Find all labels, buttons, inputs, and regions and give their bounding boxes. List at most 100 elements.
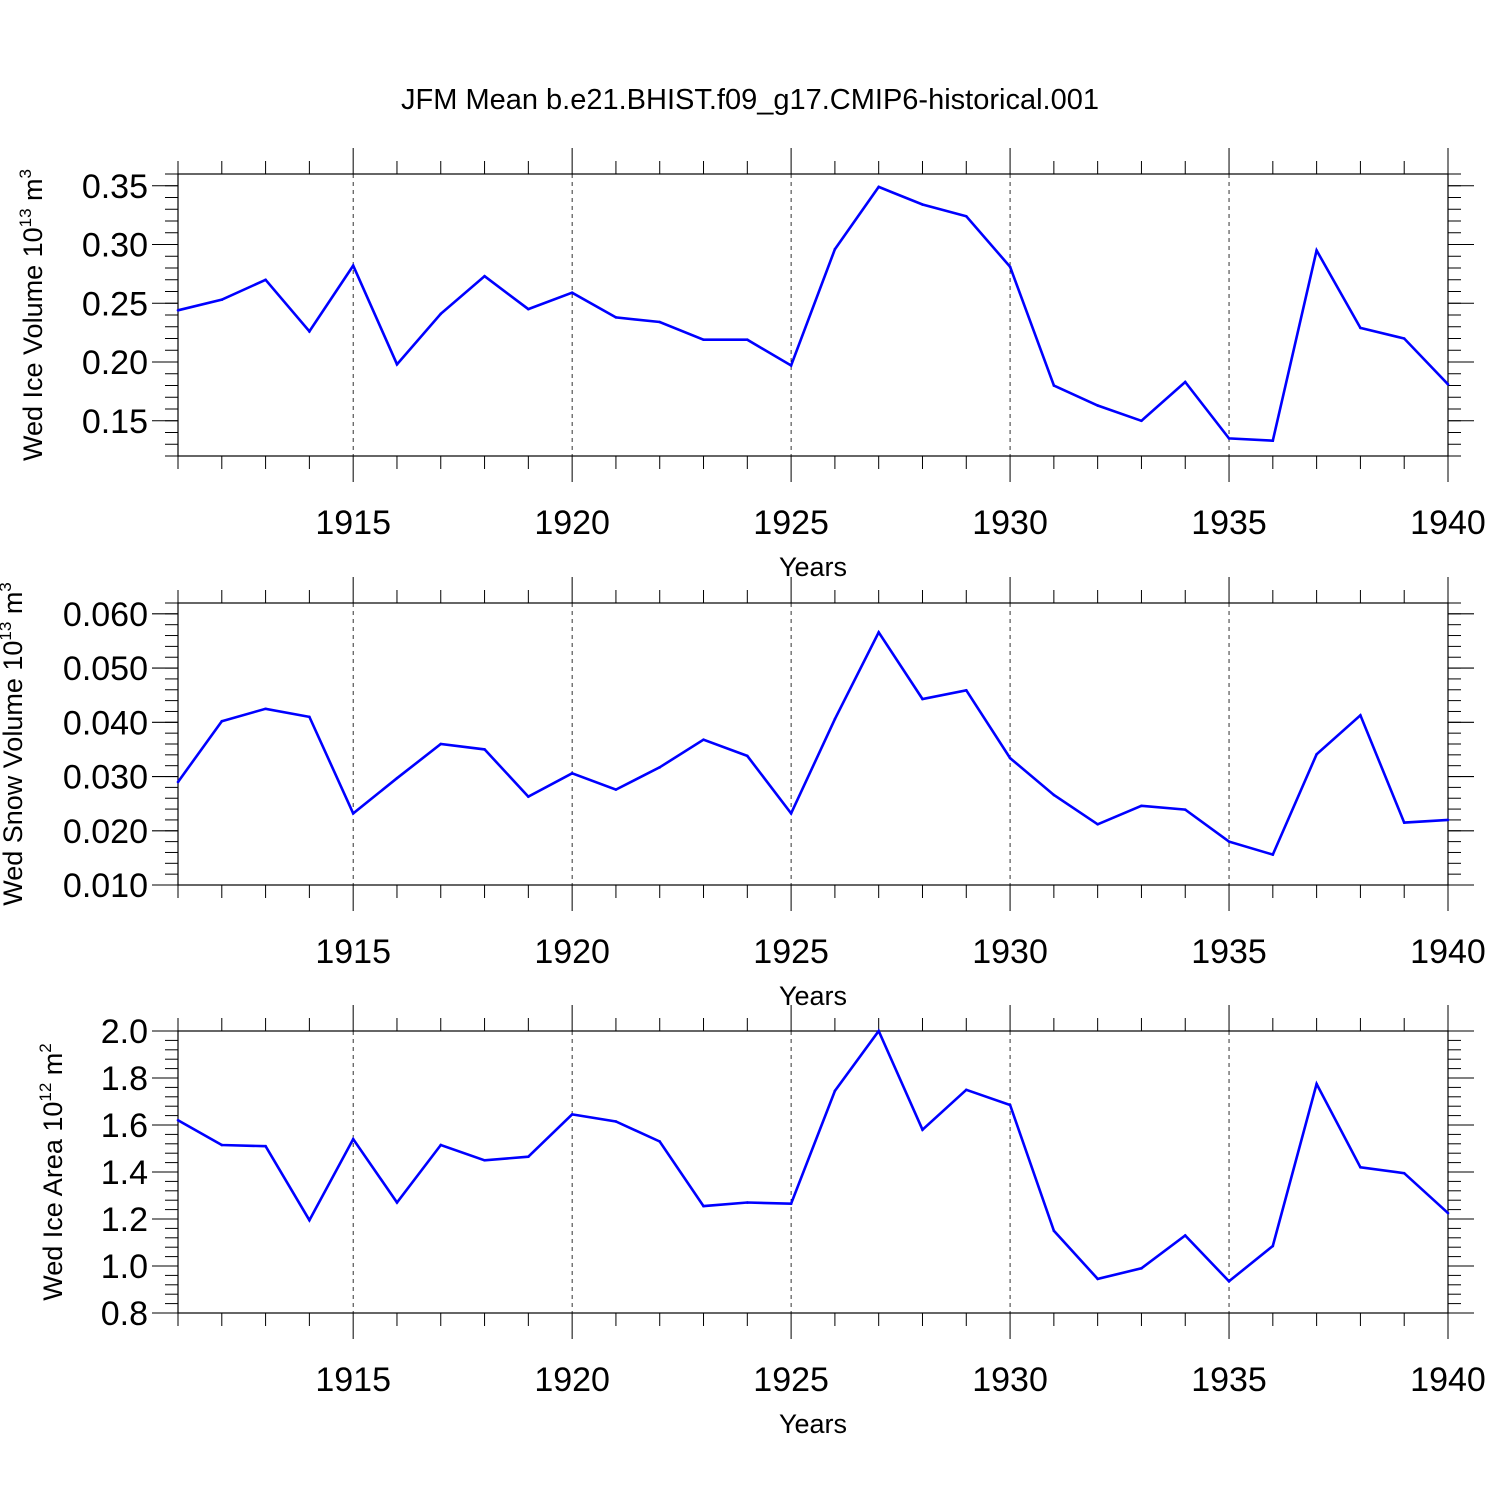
data-point bbox=[1315, 753, 1318, 756]
y-axis-label-unit: m bbox=[0, 592, 28, 622]
y-axis-label-unit-exponent: 3 bbox=[0, 582, 15, 591]
data-point bbox=[1446, 383, 1450, 386]
y-axis-label-exponent: 12 bbox=[36, 1083, 55, 1102]
data-point bbox=[1183, 1234, 1187, 1237]
data-point bbox=[176, 309, 180, 312]
data-point bbox=[614, 316, 618, 319]
data-point bbox=[395, 776, 399, 780]
x-tick-label: 1920 bbox=[534, 504, 610, 542]
x-tick-label: 1920 bbox=[534, 933, 610, 971]
data-point bbox=[1402, 1171, 1406, 1175]
data-point bbox=[1227, 840, 1231, 843]
data-point bbox=[702, 1204, 705, 1208]
x-tick-label: 1935 bbox=[1191, 1361, 1267, 1399]
x-tick-label: 1940 bbox=[1410, 933, 1486, 971]
data-point bbox=[658, 1140, 662, 1143]
data-point bbox=[1052, 1229, 1056, 1233]
data-point bbox=[921, 203, 924, 206]
data-point bbox=[527, 795, 530, 798]
y-tick-label: 1.8 bbox=[101, 1060, 148, 1098]
data-point bbox=[1008, 756, 1012, 760]
plot-frame bbox=[177, 1030, 1449, 1314]
data-point bbox=[658, 320, 662, 324]
y-axis-label-exponent: 13 bbox=[16, 208, 35, 227]
y-axis-label: Wed Ice Area 1012 m2 bbox=[36, 1043, 68, 1301]
y-tick-label: 1.2 bbox=[101, 1201, 148, 1239]
data-point bbox=[176, 780, 180, 784]
data-point bbox=[614, 788, 618, 791]
data-point bbox=[1052, 793, 1056, 797]
data-point bbox=[264, 707, 267, 711]
data-point bbox=[833, 717, 837, 721]
x-tick-label: 1935 bbox=[1191, 504, 1267, 542]
data-point bbox=[746, 338, 749, 341]
data-point bbox=[746, 754, 749, 758]
data-point bbox=[833, 247, 837, 251]
chart-title: JFM Mean b.e21.BHIST.f09_g17.CMIP6-histo… bbox=[401, 84, 1099, 116]
y-axis-label-exponent: 13 bbox=[0, 622, 15, 641]
y-tick-label: 0.060 bbox=[63, 596, 148, 634]
data-point bbox=[1359, 713, 1362, 717]
data-point bbox=[1183, 808, 1187, 811]
data-point bbox=[1227, 437, 1231, 440]
data-point bbox=[439, 1143, 443, 1147]
data-point bbox=[395, 363, 399, 366]
data-point bbox=[1096, 1277, 1099, 1281]
x-tick-label: 1925 bbox=[753, 504, 829, 542]
data-point bbox=[351, 812, 355, 815]
series-line bbox=[177, 185, 1449, 443]
y-tick-label: 0.8 bbox=[101, 1295, 148, 1333]
data-point bbox=[1315, 1082, 1318, 1086]
y-axis-label-text: Wed Snow Volume 10 bbox=[0, 641, 28, 906]
data-point bbox=[176, 1119, 180, 1122]
data-point bbox=[1359, 326, 1362, 330]
x-tick-label: 1915 bbox=[315, 1361, 391, 1399]
data-point bbox=[1052, 384, 1056, 387]
x-tick-label: 1940 bbox=[1410, 504, 1486, 542]
data-point bbox=[921, 697, 924, 701]
y-axis-label: Wed Ice Volume 1013 m3 bbox=[16, 169, 48, 461]
data-point bbox=[264, 278, 267, 282]
x-axis-label: Years bbox=[779, 552, 847, 582]
data-point bbox=[746, 1201, 749, 1204]
y-tick-label: 1.6 bbox=[101, 1107, 148, 1145]
series-line bbox=[177, 1028, 1449, 1284]
data-point bbox=[1227, 1279, 1231, 1283]
data-point bbox=[789, 364, 793, 367]
data-point bbox=[570, 771, 574, 775]
y-axis-label-unit-exponent: 3 bbox=[16, 169, 35, 178]
y-tick-label: 0.040 bbox=[63, 704, 148, 742]
data-point bbox=[483, 748, 486, 751]
data-point bbox=[527, 1155, 530, 1159]
y-axis-label: Wed Snow Volume 1013 m3 bbox=[0, 582, 28, 906]
plot-frame bbox=[177, 173, 1449, 457]
y-axis-label-unit-exponent: 2 bbox=[36, 1043, 55, 1052]
y-tick-label: 0.20 bbox=[82, 344, 148, 382]
y-tick-label: 0.35 bbox=[82, 168, 148, 206]
data-point bbox=[1271, 853, 1275, 856]
data-point bbox=[1359, 1166, 1362, 1169]
x-tick-label: 1915 bbox=[315, 933, 391, 971]
y-tick-label: 0.030 bbox=[63, 759, 148, 797]
data-point bbox=[308, 715, 311, 719]
data-point bbox=[702, 338, 705, 341]
data-point bbox=[614, 1120, 618, 1123]
data-point bbox=[1140, 419, 1143, 423]
data-point bbox=[789, 812, 793, 815]
data-point bbox=[702, 738, 705, 741]
y-tick-label: 0.25 bbox=[82, 285, 148, 323]
data-point bbox=[439, 312, 443, 316]
x-tick-label: 1935 bbox=[1191, 933, 1267, 971]
data-point bbox=[351, 1137, 355, 1141]
data-point bbox=[395, 1201, 399, 1204]
series-line bbox=[176, 629, 1449, 857]
y-tick-label: 0.050 bbox=[63, 650, 148, 688]
data-point bbox=[220, 1143, 224, 1147]
data-point bbox=[964, 1088, 968, 1092]
x-tick-label: 1930 bbox=[972, 1361, 1048, 1399]
y-tick-label: 1.0 bbox=[101, 1248, 148, 1286]
x-tick-label: 1930 bbox=[972, 933, 1048, 971]
x-tick-label: 1925 bbox=[753, 1361, 829, 1399]
data-point bbox=[1008, 1103, 1012, 1107]
